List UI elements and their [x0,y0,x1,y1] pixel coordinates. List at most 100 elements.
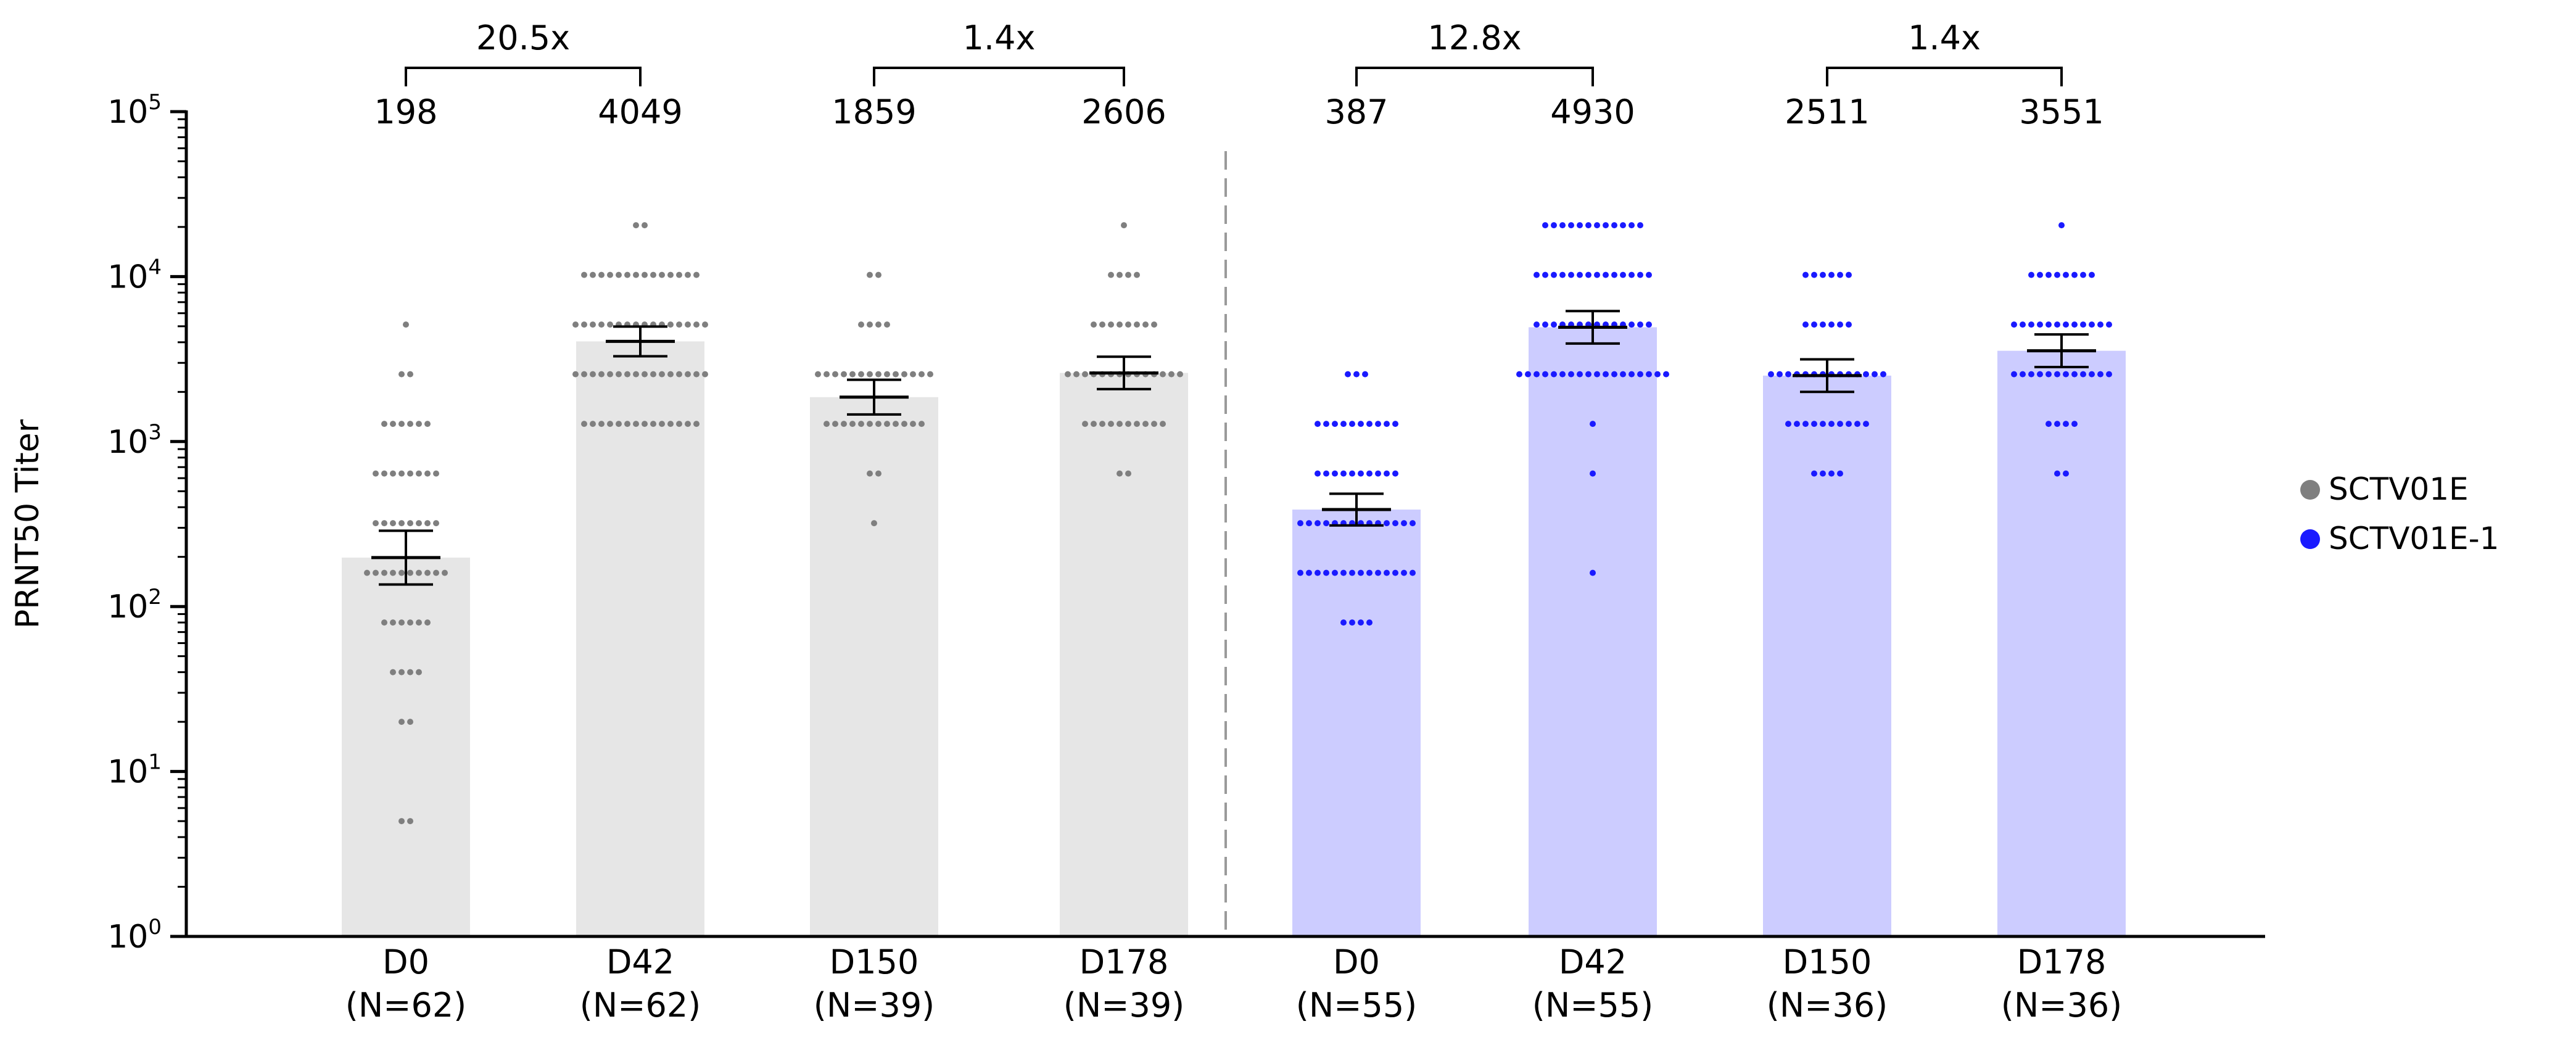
data-point [407,470,413,477]
data-point [1323,421,1329,428]
data-point [1559,222,1566,229]
data-point [1646,271,1652,278]
data-point [1603,271,1609,278]
data-point [1332,421,1338,428]
legend-marker [2300,529,2320,549]
data-point [1091,421,1097,428]
data-point [1585,222,1591,229]
data-point [403,321,409,328]
data-point [407,818,413,825]
data-point [1392,421,1398,428]
data-point [884,321,890,328]
gmt-value-label: 1859 [832,93,916,131]
data-point [1785,371,1791,378]
data-point [1401,520,1407,527]
data-point [607,271,613,278]
data-point [659,271,665,278]
data-point [1590,421,1596,428]
data-point [1820,321,1826,328]
data-point [1629,321,1635,328]
data-point [1534,321,1540,328]
data-point [364,569,370,576]
data-point [398,619,405,626]
data-point [1590,569,1596,576]
data-point [1349,619,1355,626]
data-point [1629,371,1635,378]
x-tick-label-n: (N=39) [1063,986,1185,1025]
data-point [373,520,379,527]
data-point [2046,421,2052,428]
data-point [910,421,916,428]
bar-sctv01e-d0 [342,557,470,936]
data-point [616,421,622,428]
data-point [2054,470,2060,477]
data-point [607,321,613,328]
data-point [1366,421,1373,428]
data-point [407,669,413,675]
data-point [1108,271,1114,278]
data-point [2106,321,2112,328]
data-point [1323,470,1329,477]
data-point [433,520,439,527]
data-point [1358,569,1364,576]
data-point [2054,421,2060,428]
data-point [1637,371,1643,378]
data-point [1837,421,1843,428]
data-point [1542,271,1548,278]
data-point [416,669,422,675]
data-point [1340,470,1347,477]
data-point [1846,421,1852,428]
data-point [2058,222,2065,229]
data-point [381,520,387,527]
data-point [633,371,639,378]
data-point [1828,271,1835,278]
data-point [2020,371,2026,378]
data-point [650,271,656,278]
data-point [2063,271,2069,278]
data-point [702,371,708,378]
data-point [667,371,674,378]
bars-layer [342,327,2126,936]
labels-layer: PRNT50 Titer D0 (N=62) 198 D42 (N=62) 4049 D150… [9,19,2499,1025]
data-point [1577,222,1583,229]
data-point [1117,421,1123,428]
data-point [1358,619,1364,626]
data-point [1585,371,1591,378]
data-point [875,271,881,278]
data-point [1384,421,1390,428]
data-point [1384,520,1390,527]
data-point [2011,371,2017,378]
data-point [598,271,605,278]
legend-marker [2300,480,2320,500]
data-point [1611,371,1617,378]
data-point [398,470,405,477]
data-point [858,421,864,428]
data-point [1872,371,1878,378]
gmt-value-label: 2606 [1081,93,1166,131]
data-point [910,371,916,378]
y-tick-label: 101 [107,750,162,791]
data-point [1297,520,1303,527]
data-point [398,669,405,675]
data-point [2063,371,2069,378]
data-point [1340,569,1347,576]
data-point [624,421,630,428]
gmt-value-label: 387 [1324,93,1388,131]
data-point [824,421,830,428]
data-point [633,421,639,428]
data-point [1637,321,1643,328]
y-tick-exponent: 1 [148,750,162,775]
data-point [858,321,864,328]
y-tick-label: 103 [107,420,162,461]
data-point [2106,371,2112,378]
data-point [1099,321,1105,328]
data-point [572,321,579,328]
data-point [1603,371,1609,378]
data-point [633,271,639,278]
data-point [1375,470,1381,477]
data-point [1854,421,1860,428]
data-point [1108,421,1114,428]
data-point [919,371,925,378]
data-point [1629,222,1635,229]
